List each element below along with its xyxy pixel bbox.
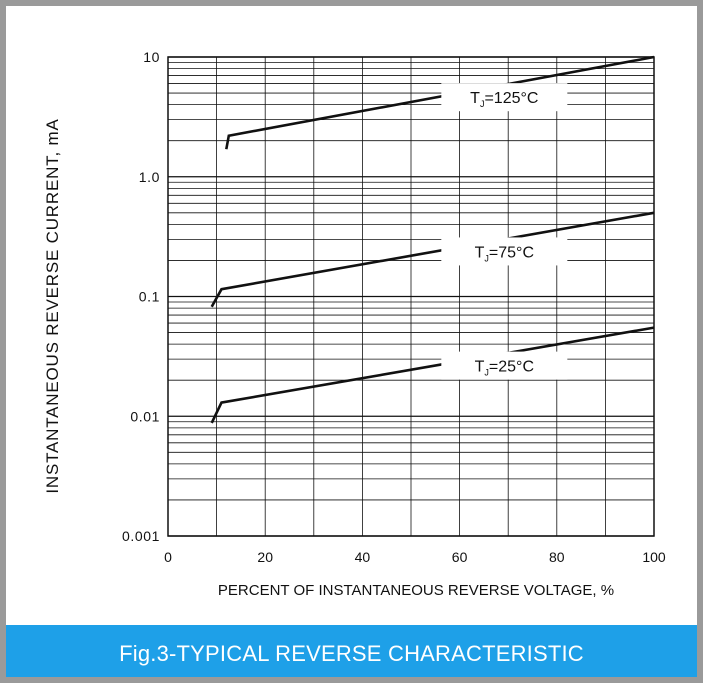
- y-tick-label: 1.0: [139, 169, 160, 185]
- series-label-3: TJ=25°C: [475, 359, 534, 378]
- x-tick-label: 60: [452, 549, 468, 565]
- y-tick-label: 0.01: [130, 408, 160, 424]
- y-tick-label: 0.1: [139, 289, 160, 305]
- plot-border: [167, 56, 655, 537]
- x-tick-label: 80: [549, 549, 565, 565]
- x-tick-label: 0: [164, 549, 172, 565]
- x-tick-label: 100: [642, 549, 666, 565]
- series-label-box: [441, 83, 568, 112]
- series-label-box: [441, 351, 568, 380]
- x-tick-label: 40: [355, 549, 371, 565]
- series-line-1: [225, 55, 655, 150]
- series-line-3: [210, 326, 655, 424]
- y-axis-label: INSTANTANEOUS REVERSE CURRENT, mA: [43, 118, 62, 494]
- x-axis-label: PERCENT OF INSTANTANEOUS REVERSE VOLTAGE…: [217, 582, 615, 599]
- series-label-box: [441, 237, 568, 266]
- y-tick-label: 0.001: [122, 528, 160, 544]
- figure-caption: Fig.3-TYPICAL REVERSE CHARACTERISTIC: [6, 625, 697, 677]
- reverse-characteristic-chart: 0 20 40 60 80 100 10 1.0 0.1 0.01 0.001 TJ=125°C TJ=…: [122, 49, 666, 565]
- y-tick-label: 10: [143, 49, 160, 65]
- series-label-1: TJ=125°C: [470, 90, 538, 109]
- x-tick-label: 20: [257, 549, 273, 565]
- series-line-2: [210, 211, 655, 308]
- series-label-2: TJ=75°C: [475, 244, 534, 263]
